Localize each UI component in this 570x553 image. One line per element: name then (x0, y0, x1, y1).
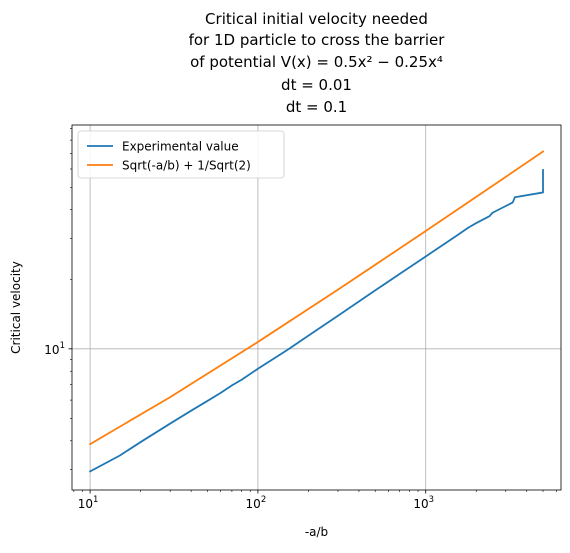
x-tick-label: 103 (413, 495, 434, 511)
y-tick-label: 101 (44, 341, 65, 357)
chart-title-line: dt = 0.01 (281, 76, 352, 94)
chart-title-line: for 1D particle to cross the barrier (189, 31, 446, 49)
axis-ticks: 101 102 103 101 (44, 127, 557, 511)
x-tick-label: 102 (246, 495, 267, 511)
legend-label-1: Sqrt(-a/b) + 1/Sqrt(2) (122, 159, 251, 173)
series-line-1 (88, 150, 545, 446)
series-lines (88, 150, 545, 473)
chart-title-line: of potential V(x) = 0.5x² − 0.25x⁴ (190, 53, 443, 71)
grid (72, 125, 561, 490)
chart-title: Critical initial velocity needed for 1D p… (189, 10, 446, 116)
chart-title-line: dt = 0.1 (286, 98, 347, 116)
axis-labels: -a/b Critical velocity (9, 261, 328, 539)
chart-title-line: Critical initial velocity needed (205, 10, 428, 28)
legend-box (77, 130, 285, 179)
plot-frame (71, 124, 562, 491)
legend-label-0: Experimental value (122, 140, 239, 154)
legend: Experimental value Sqrt(-a/b) + 1/Sqrt(2) (77, 130, 285, 179)
x-tick-label: 101 (78, 495, 99, 511)
series-line-0 (88, 169, 544, 473)
y-axis-label: Critical velocity (9, 261, 23, 354)
x-axis-label: -a/b (305, 525, 328, 539)
